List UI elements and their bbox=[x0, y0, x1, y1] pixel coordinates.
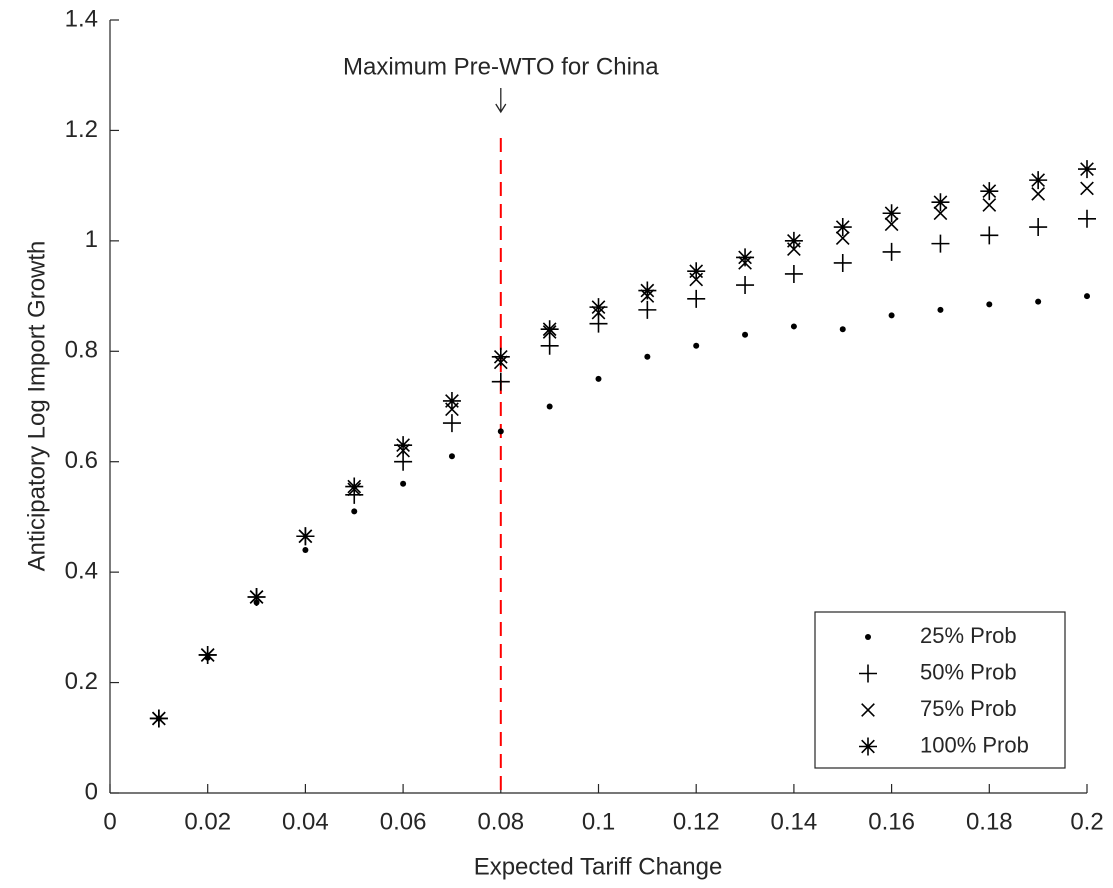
y-tick-label: 0.2 bbox=[65, 668, 98, 695]
x-tick-label: 0.12 bbox=[673, 808, 720, 835]
y-tick-label: 0.4 bbox=[65, 557, 98, 584]
legend-label: 100% Prob bbox=[920, 732, 1029, 757]
x-axis-label: Expected Tariff Change bbox=[474, 853, 723, 880]
point bbox=[589, 314, 608, 333]
point bbox=[931, 234, 950, 253]
point bbox=[394, 452, 413, 471]
point bbox=[888, 312, 895, 319]
x-tick-label: 0.2 bbox=[1070, 808, 1103, 835]
point bbox=[833, 253, 852, 272]
point bbox=[1029, 171, 1048, 190]
point bbox=[491, 372, 510, 391]
x-tick-label: 0.06 bbox=[380, 808, 427, 835]
point bbox=[491, 347, 510, 366]
point bbox=[687, 289, 706, 308]
y-tick-label: 0.8 bbox=[65, 337, 98, 364]
point bbox=[736, 248, 755, 267]
point bbox=[1031, 187, 1046, 201]
legend-box bbox=[814, 611, 1066, 769]
point bbox=[1078, 209, 1096, 228]
x-tick-label: 0.18 bbox=[966, 808, 1013, 835]
point bbox=[442, 391, 461, 410]
point bbox=[302, 547, 309, 554]
point bbox=[839, 326, 846, 333]
legend-marker bbox=[865, 634, 871, 640]
point bbox=[1084, 293, 1090, 300]
point bbox=[980, 226, 999, 245]
point bbox=[784, 264, 803, 283]
point bbox=[687, 262, 706, 281]
y-tick-label: 0 bbox=[85, 778, 98, 805]
y-tick-label: 1.4 bbox=[65, 5, 98, 32]
point bbox=[296, 527, 315, 546]
y-tick-label: 0.6 bbox=[65, 447, 98, 474]
point bbox=[546, 403, 553, 410]
point bbox=[638, 300, 657, 319]
point bbox=[931, 193, 950, 212]
point bbox=[351, 508, 358, 515]
point bbox=[595, 375, 602, 382]
point bbox=[982, 198, 997, 212]
point bbox=[394, 436, 413, 455]
x-tick-label: 0.16 bbox=[868, 808, 915, 835]
annotation-text: Maximum Pre-WTO for China bbox=[343, 53, 659, 80]
legend-marker bbox=[859, 737, 877, 756]
x-tick-label: 0.02 bbox=[184, 808, 231, 835]
point bbox=[497, 428, 504, 435]
x-tick-label: 0.1 bbox=[582, 808, 615, 835]
legend-label: 50% Prob bbox=[920, 659, 1017, 684]
point bbox=[589, 298, 608, 317]
x-tick-label: 0.04 bbox=[282, 808, 329, 835]
point bbox=[937, 306, 944, 313]
point bbox=[638, 281, 657, 300]
point bbox=[540, 320, 559, 339]
point bbox=[884, 217, 899, 232]
point bbox=[1035, 298, 1042, 305]
point bbox=[1078, 160, 1096, 179]
point bbox=[980, 182, 999, 201]
point bbox=[540, 336, 559, 355]
point bbox=[933, 206, 948, 221]
point bbox=[448, 453, 455, 460]
point bbox=[149, 709, 168, 728]
legend-marker bbox=[859, 664, 877, 683]
y-tick-label: 1.2 bbox=[65, 116, 98, 143]
y-tick-label: 1 bbox=[85, 226, 98, 253]
point bbox=[833, 218, 852, 237]
point bbox=[198, 645, 217, 664]
point bbox=[693, 342, 700, 349]
legend-label: 25% Prob bbox=[920, 623, 1017, 648]
point bbox=[835, 231, 850, 245]
x-tick-label: 0 bbox=[103, 808, 116, 835]
point bbox=[345, 477, 364, 496]
y-axis-label: Anticipatory Log Import Growth bbox=[23, 241, 50, 572]
point bbox=[1080, 181, 1094, 196]
point bbox=[442, 414, 461, 433]
point bbox=[400, 480, 407, 487]
point bbox=[644, 353, 651, 360]
point bbox=[986, 301, 993, 308]
point bbox=[1029, 218, 1048, 237]
point bbox=[247, 587, 266, 606]
point bbox=[882, 242, 901, 261]
point bbox=[784, 231, 803, 250]
x-tick-label: 0.14 bbox=[771, 808, 818, 835]
annotation-arrow bbox=[495, 88, 507, 114]
x-tick-label: 0.08 bbox=[477, 808, 524, 835]
point bbox=[742, 331, 749, 338]
legend-marker bbox=[861, 703, 875, 717]
point bbox=[882, 204, 901, 223]
point bbox=[736, 276, 755, 295]
point bbox=[790, 323, 797, 330]
legend-label: 75% Prob bbox=[920, 696, 1017, 721]
